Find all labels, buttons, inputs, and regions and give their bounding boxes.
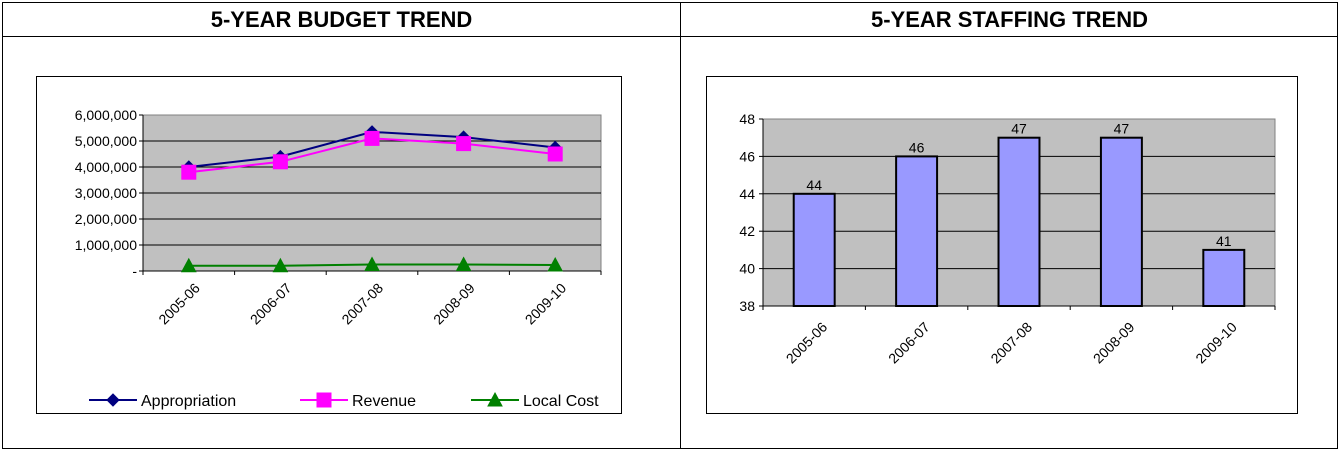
staffing-trend-title: 5-YEAR STAFFING TREND xyxy=(870,7,1149,32)
staffing-bar xyxy=(997,136,1041,308)
revenue-data-point xyxy=(364,130,380,146)
local-cost-data-point xyxy=(180,257,197,273)
staffing-bar xyxy=(895,155,939,308)
line-y-tick-label: 6,000,000 xyxy=(75,107,137,123)
local-cost-legend-label: Local Cost xyxy=(523,393,599,410)
line-x-tick-label: 2005-06 xyxy=(155,280,203,328)
bar-y-tick-label: 38 xyxy=(739,298,755,314)
budget-trend-title: 5-YEAR BUDGET TREND xyxy=(210,7,473,32)
line-y-tick-label: 3,000,000 xyxy=(75,185,137,201)
staffing-bar-data-label: 44 xyxy=(806,177,822,193)
revenue-data-point xyxy=(547,146,563,162)
line-y-tick-label: 5,000,000 xyxy=(75,133,137,149)
header-divider xyxy=(3,36,1337,37)
local-cost-data-point xyxy=(455,256,472,271)
line-x-tick-label: 2007-08 xyxy=(338,280,386,328)
bar-y-tick-label: 42 xyxy=(739,223,755,239)
appropriation-legend-label: Appropriation xyxy=(141,393,236,410)
staffing-bar xyxy=(792,192,836,307)
bar-x-tick-label: 2007-08 xyxy=(987,319,1035,367)
bar-y-tick-label: 40 xyxy=(739,261,755,277)
bar-x-tick-label: 2009-10 xyxy=(1192,319,1240,367)
staffing-bar-chart: 48 46 44 42 40 38 2005-06 2006-07 2007-08 2008-0… xyxy=(739,111,1276,367)
line-y-tick-label: 4,000,000 xyxy=(75,159,137,175)
column-divider xyxy=(680,3,681,448)
revenue-data-point xyxy=(181,164,197,180)
line-x-tick-label: 2006-07 xyxy=(247,280,295,328)
budget-line-chart: 6,000,000 5,000,000 4,000,000 3,000,000 2,00… xyxy=(75,107,602,410)
bar-y-tick-label: 44 xyxy=(739,186,755,202)
local-cost-data-point xyxy=(272,257,289,273)
local-cost-data-point xyxy=(364,256,380,271)
revenue-data-point xyxy=(456,136,472,152)
staffing-bar xyxy=(1099,136,1143,308)
staffing-bar xyxy=(1202,248,1246,307)
line-y-tick-label: - xyxy=(132,263,137,279)
line-x-tick-label: 2008-09 xyxy=(430,280,478,328)
bar-y-tick-label: 48 xyxy=(739,111,755,127)
staffing-bar-data-label: 41 xyxy=(1216,233,1232,249)
budget-chart-frame: 6,000,000 5,000,000 4,000,000 3,000,000 2,00… xyxy=(36,76,622,414)
revenue-data-point xyxy=(272,154,288,170)
line-x-tick-label: 2009-10 xyxy=(522,280,570,328)
bar-y-tick-label: 46 xyxy=(739,148,755,164)
bar-x-tick-label: 2005-06 xyxy=(783,319,831,367)
local-cost-data-point xyxy=(547,256,564,272)
local-cost-legend-marker xyxy=(487,391,503,407)
revenue-legend-marker xyxy=(316,392,332,408)
line-y-tick-label: 1,000,000 xyxy=(75,237,137,253)
staffing-chart-frame: 48 46 44 42 40 38 2005-06 2006-07 2007-08 2008-0… xyxy=(706,76,1298,414)
line-y-tick-label: 2,000,000 xyxy=(75,211,137,227)
staffing-bar-data-label: 47 xyxy=(1114,121,1130,137)
staffing-bar-data-label: 47 xyxy=(1011,121,1027,137)
bar-x-tick-label: 2006-07 xyxy=(885,319,933,367)
bar-x-tick-label: 2008-09 xyxy=(1090,319,1138,367)
appropriation-legend-marker xyxy=(106,393,120,407)
revenue-legend-label: Revenue xyxy=(352,393,416,410)
staffing-bar-data-label: 46 xyxy=(909,139,925,155)
